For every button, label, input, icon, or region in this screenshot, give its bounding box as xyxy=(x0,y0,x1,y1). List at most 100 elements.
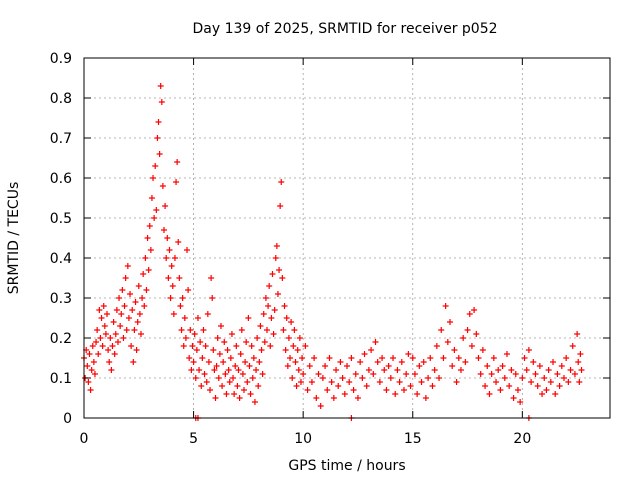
data-point-marker xyxy=(239,371,246,377)
data-point-marker xyxy=(264,327,271,333)
data-point-marker xyxy=(288,319,295,325)
data-point-marker xyxy=(111,351,118,357)
data-point-marker xyxy=(203,379,210,385)
data-point-marker xyxy=(238,327,245,333)
data-point-marker xyxy=(124,263,131,269)
data-point-marker xyxy=(387,375,394,381)
data-point-marker xyxy=(281,303,288,309)
data-point-marker xyxy=(326,355,333,361)
data-point-marker xyxy=(464,327,471,333)
y-axis-label: SRMTID / TECUs xyxy=(6,182,22,295)
data-point-marker xyxy=(361,351,368,357)
data-point-marker xyxy=(201,371,208,377)
data-points xyxy=(81,83,585,421)
x-tick-label: 0 xyxy=(80,431,89,447)
data-point-marker xyxy=(543,387,550,393)
data-point-marker xyxy=(359,375,366,381)
data-point-marker xyxy=(341,391,348,397)
data-point-marker xyxy=(289,375,296,381)
data-point-marker xyxy=(563,355,570,361)
data-point-marker xyxy=(257,323,264,329)
data-point-marker xyxy=(177,303,184,309)
data-point-marker xyxy=(554,371,561,377)
data-point-marker xyxy=(261,339,268,345)
data-point-marker xyxy=(214,335,221,341)
data-point-marker xyxy=(363,383,370,389)
data-point-marker xyxy=(350,387,357,393)
data-point-marker xyxy=(141,303,148,309)
data-point-marker xyxy=(97,335,104,341)
data-point-marker xyxy=(319,375,326,381)
y-tick-label: 0.3 xyxy=(50,291,72,307)
data-point-marker xyxy=(440,355,447,361)
data-point-marker xyxy=(379,355,386,361)
data-point-marker xyxy=(270,331,277,337)
data-point-marker xyxy=(418,379,425,385)
data-point-marker xyxy=(276,267,283,273)
data-point-marker xyxy=(536,363,543,369)
data-point-marker xyxy=(493,379,500,385)
data-point-marker xyxy=(453,379,460,385)
data-point-marker xyxy=(179,295,186,301)
data-point-marker xyxy=(508,367,515,373)
data-point-marker xyxy=(279,275,286,281)
data-point-marker xyxy=(278,179,285,185)
data-point-marker xyxy=(400,387,407,393)
data-point-marker xyxy=(365,367,372,373)
data-point-marker xyxy=(85,379,92,385)
data-point-marker xyxy=(374,359,381,365)
y-tick-label: 0.6 xyxy=(50,171,72,187)
data-point-marker xyxy=(166,247,173,253)
data-point-marker xyxy=(86,351,93,357)
y-tick-label: 0.4 xyxy=(50,251,72,267)
data-point-marker xyxy=(194,315,201,321)
data-point-marker xyxy=(116,295,123,301)
x-tick-label: 5 xyxy=(189,431,198,447)
data-point-marker xyxy=(253,367,260,373)
data-point-marker xyxy=(104,311,111,317)
data-point-marker xyxy=(497,387,504,393)
data-point-marker xyxy=(91,371,98,377)
data-point-marker xyxy=(346,379,353,385)
data-point-marker xyxy=(291,327,298,333)
y-tick-label: 0.1 xyxy=(50,371,72,387)
data-point-marker xyxy=(199,355,206,361)
data-point-marker xyxy=(488,371,495,377)
data-point-marker xyxy=(304,387,311,393)
data-point-marker xyxy=(102,331,109,337)
data-point-marker xyxy=(254,335,261,341)
data-point-marker xyxy=(191,331,198,337)
data-point-marker xyxy=(578,367,585,373)
data-point-marker xyxy=(99,343,106,349)
data-point-marker xyxy=(243,339,250,345)
data-point-marker xyxy=(482,383,489,389)
data-point-marker xyxy=(128,343,135,349)
data-point-marker xyxy=(528,379,535,385)
data-point-marker xyxy=(258,347,265,353)
data-point-marker xyxy=(495,367,502,373)
data-point-marker xyxy=(370,371,377,377)
y-tick-label: 0.8 xyxy=(50,91,72,107)
x-axis-label: GPS time / hours xyxy=(288,458,405,474)
data-point-marker xyxy=(232,363,239,369)
data-point-marker xyxy=(98,315,105,321)
data-point-marker xyxy=(173,179,180,185)
data-point-marker xyxy=(376,379,383,385)
data-point-marker xyxy=(556,383,563,389)
data-point-marker xyxy=(234,383,241,389)
data-point-marker xyxy=(112,331,119,337)
data-point-marker xyxy=(213,363,220,369)
data-point-marker xyxy=(110,319,117,325)
data-point-marker xyxy=(416,363,423,369)
data-point-marker xyxy=(96,307,103,313)
data-point-marker xyxy=(165,275,172,281)
data-point-marker xyxy=(473,331,480,337)
data-point-marker xyxy=(290,343,297,349)
data-point-marker xyxy=(576,379,583,385)
data-point-marker xyxy=(118,311,125,317)
data-point-marker xyxy=(123,327,130,333)
data-point-marker xyxy=(514,387,521,393)
data-point-marker xyxy=(143,287,150,293)
data-point-marker xyxy=(163,255,170,261)
data-point-marker xyxy=(315,371,322,377)
